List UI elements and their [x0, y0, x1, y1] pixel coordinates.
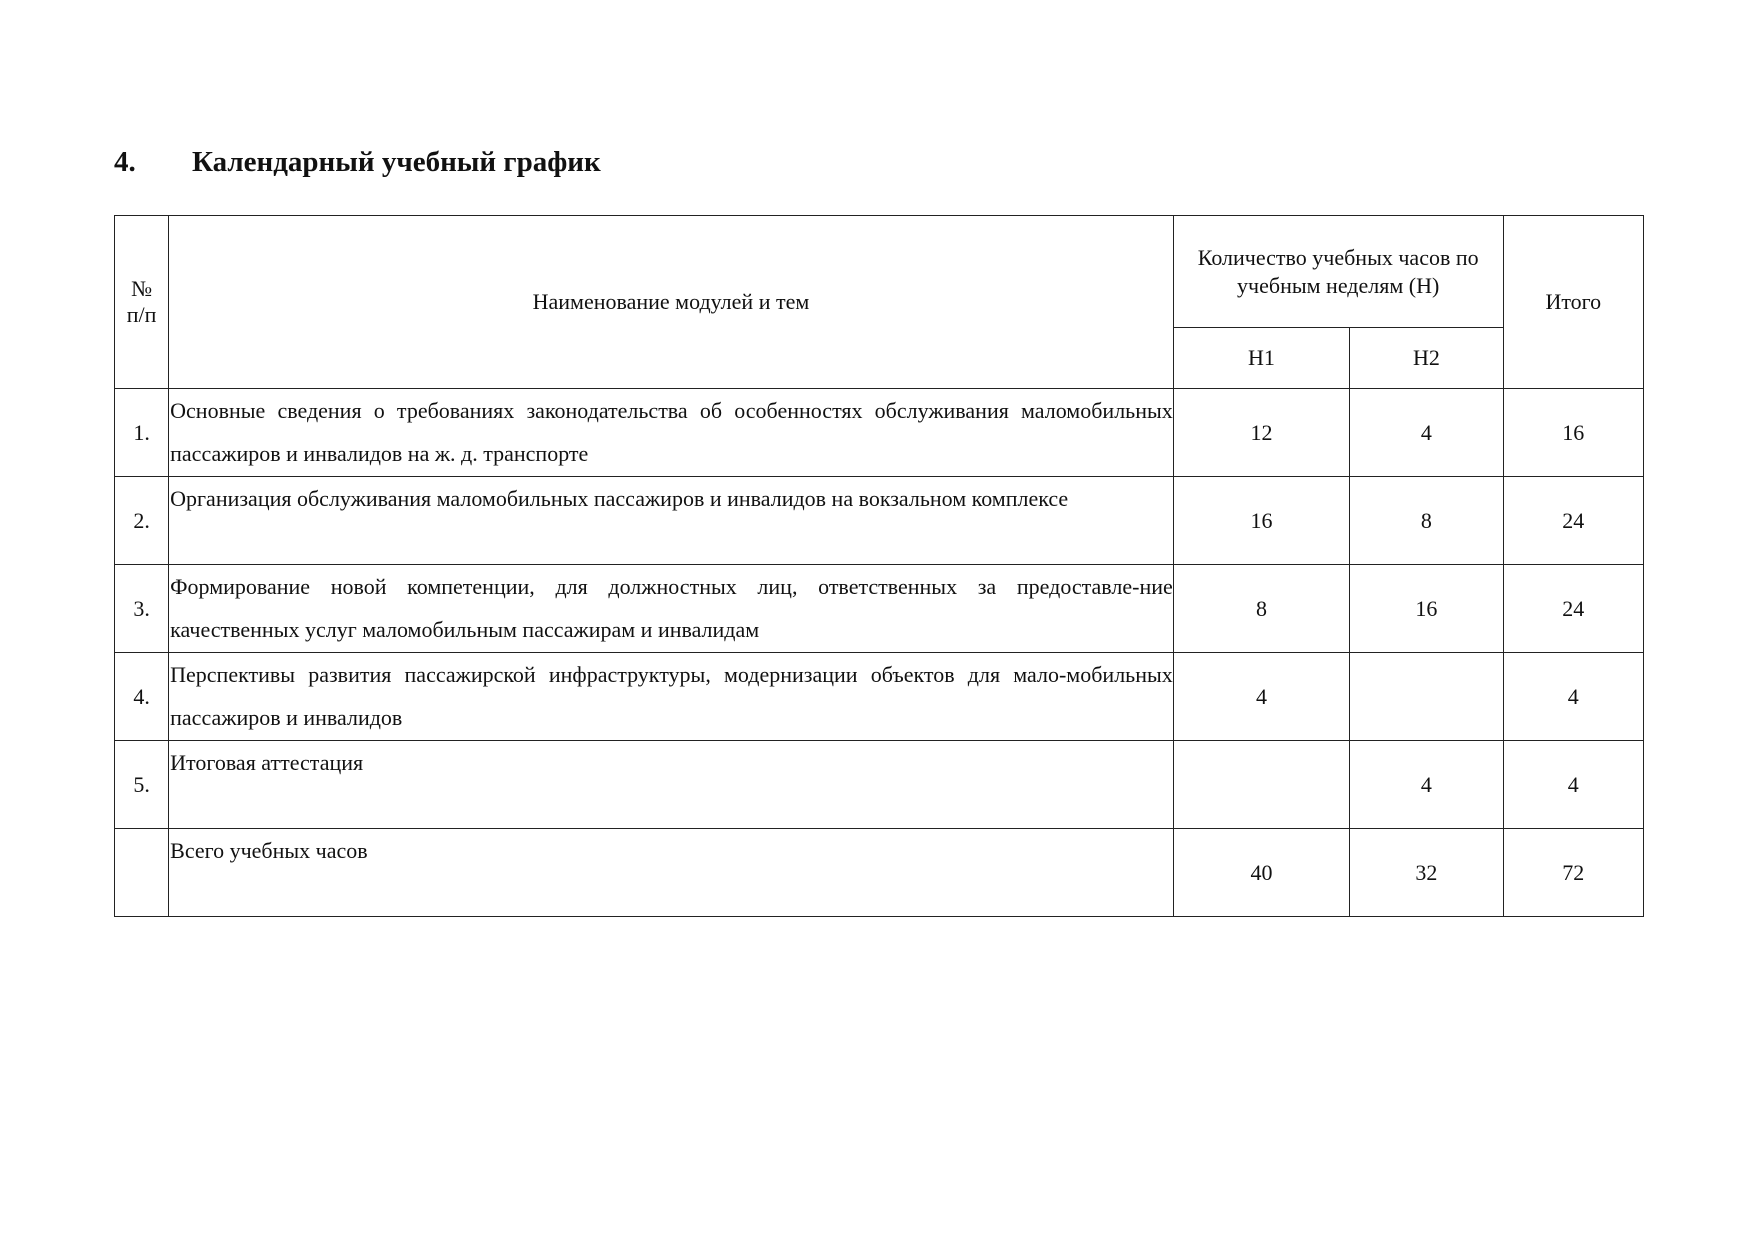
row-total: 4	[1502, 740, 1645, 829]
row-name: Всего учебных часов	[168, 828, 1174, 917]
table-row: 5. Итоговая аттестация 4 4	[113, 740, 1645, 829]
row-name: Основные сведения о требованиях законода…	[168, 388, 1174, 477]
header-total: Итого	[1502, 215, 1645, 389]
section-title: Календарный учебный график	[192, 146, 601, 178]
row-name: Формирование новой компетенции, для долж…	[168, 564, 1174, 653]
row-week2: 4	[1349, 388, 1504, 477]
row-number: 5.	[113, 740, 170, 829]
row-week1: 4	[1172, 652, 1351, 741]
row-week2	[1349, 652, 1504, 741]
row-week1: 12	[1172, 388, 1351, 477]
row-name: Организация обслуживания маломобильных п…	[168, 476, 1174, 565]
table-row: 2. Организация обслуживания маломобильных…	[113, 476, 1645, 565]
row-total: 16	[1502, 388, 1645, 477]
header-hours-group: Количество учебных часов по учебным неде…	[1172, 215, 1504, 328]
row-week2: 4	[1349, 740, 1504, 829]
row-number	[113, 828, 170, 917]
header-name: Наименование модулей и тем	[168, 215, 1174, 389]
schedule-table: № п/п Наименование модулей и тем Количес…	[113, 215, 1645, 917]
row-number: 3.	[113, 564, 170, 653]
header-week1: Н1	[1172, 327, 1351, 389]
row-week1: 16	[1172, 476, 1351, 565]
row-week2: 16	[1349, 564, 1504, 653]
row-number: 1.	[113, 388, 170, 477]
row-week1: 8	[1172, 564, 1351, 653]
row-week2: 8	[1349, 476, 1504, 565]
row-week1: 40	[1172, 828, 1351, 917]
row-name: Итоговая аттестация	[168, 740, 1174, 829]
table-row: 1. Основные сведения о требованиях законо…	[113, 388, 1645, 477]
table-row: 4. Перспективы развития пассажирской инфр…	[113, 652, 1645, 741]
row-number: 4.	[113, 652, 170, 741]
row-total: 24	[1502, 564, 1645, 653]
row-number: 2.	[113, 476, 170, 565]
row-week1	[1172, 740, 1351, 829]
row-total: 4	[1502, 652, 1645, 741]
header-week2: Н2	[1349, 327, 1504, 389]
header-number: № п/п	[113, 215, 170, 389]
row-week2: 32	[1349, 828, 1504, 917]
section-number: 4.	[114, 146, 136, 178]
table-row: 3. Формирование новой компетенции, для до…	[113, 564, 1645, 653]
row-name: Перспективы развития пассажирской инфрас…	[168, 652, 1174, 741]
table-row: Всего учебных часов 40 32 72	[113, 828, 1645, 917]
row-total: 24	[1502, 476, 1645, 565]
row-total: 72	[1502, 828, 1645, 917]
